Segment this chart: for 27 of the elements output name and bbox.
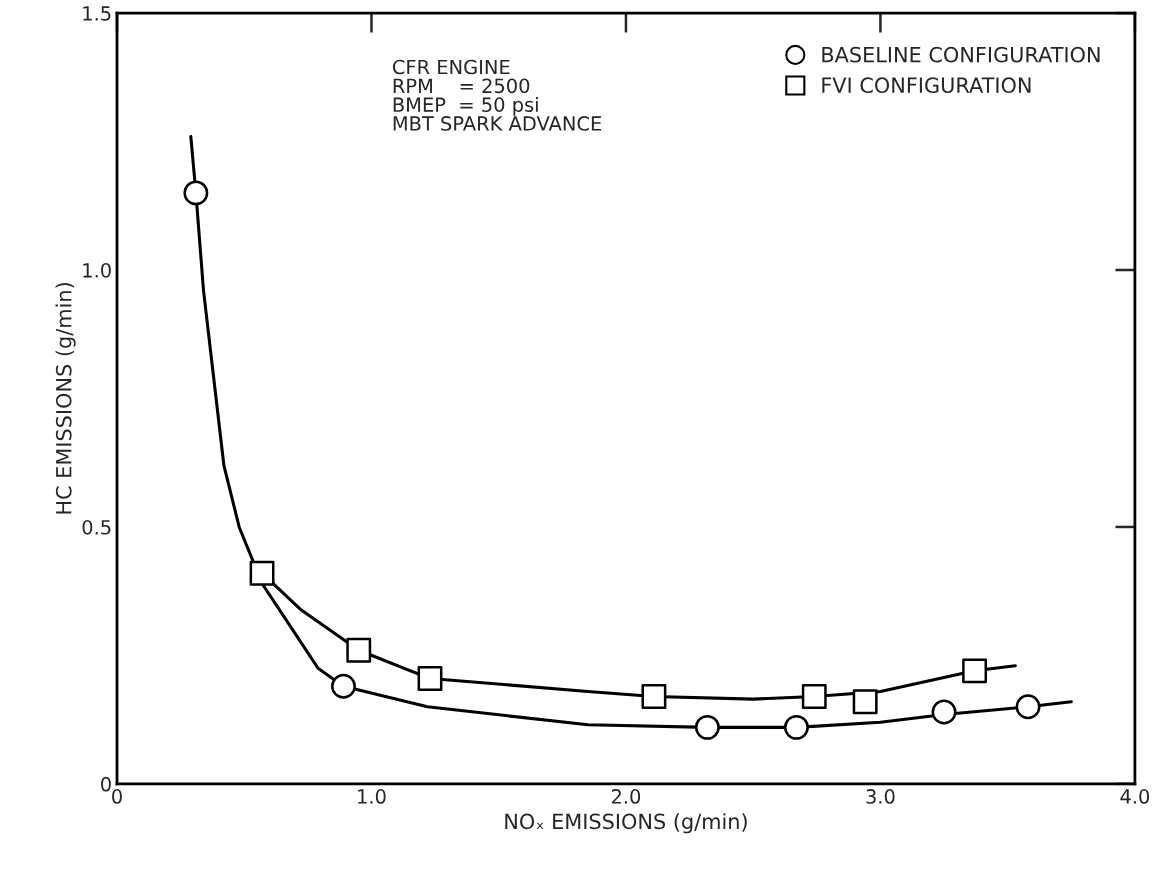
- point: [852, 689, 878, 715]
- point: [784, 714, 809, 740]
- x-tick-label: 1.0: [358, 789, 386, 804]
- point: [1015, 694, 1041, 720]
- point: [641, 684, 667, 709]
- y-tick-label: 1.0: [83, 262, 111, 278]
- point: [962, 658, 988, 684]
- annotation: CFR ENGINE RPM = 2500 BMEP = 50 psi MBT SPARK ADVANCE: [392, 59, 602, 131]
- y-tick-label: 0.5: [82, 519, 111, 535]
- legend-label: BASELINE CONFIGURATION: [822, 46, 1100, 63]
- y-tick-label: 0: [101, 776, 111, 792]
- x-axis-title: NOₓ EMISSIONS (g/min): [505, 813, 747, 834]
- x-tick-label: 3.0: [866, 789, 895, 804]
- point: [183, 180, 209, 206]
- y-axis-title: HC EMISSIONS (g/min): [55, 283, 76, 514]
- point: [331, 673, 356, 699]
- point: [694, 714, 720, 740]
- legend-label: FVI CONFIGURATION: [822, 77, 1031, 94]
- point: [931, 699, 957, 725]
- x-tick-label: 4.0: [1120, 789, 1150, 804]
- point: [346, 637, 372, 663]
- x-tick-label: 0: [112, 789, 122, 804]
- y-tick-label: 1.5: [83, 6, 111, 21]
- x-tick-label: 2.0: [611, 789, 641, 804]
- point: [417, 666, 443, 691]
- point: [801, 684, 827, 709]
- point: [249, 560, 275, 586]
